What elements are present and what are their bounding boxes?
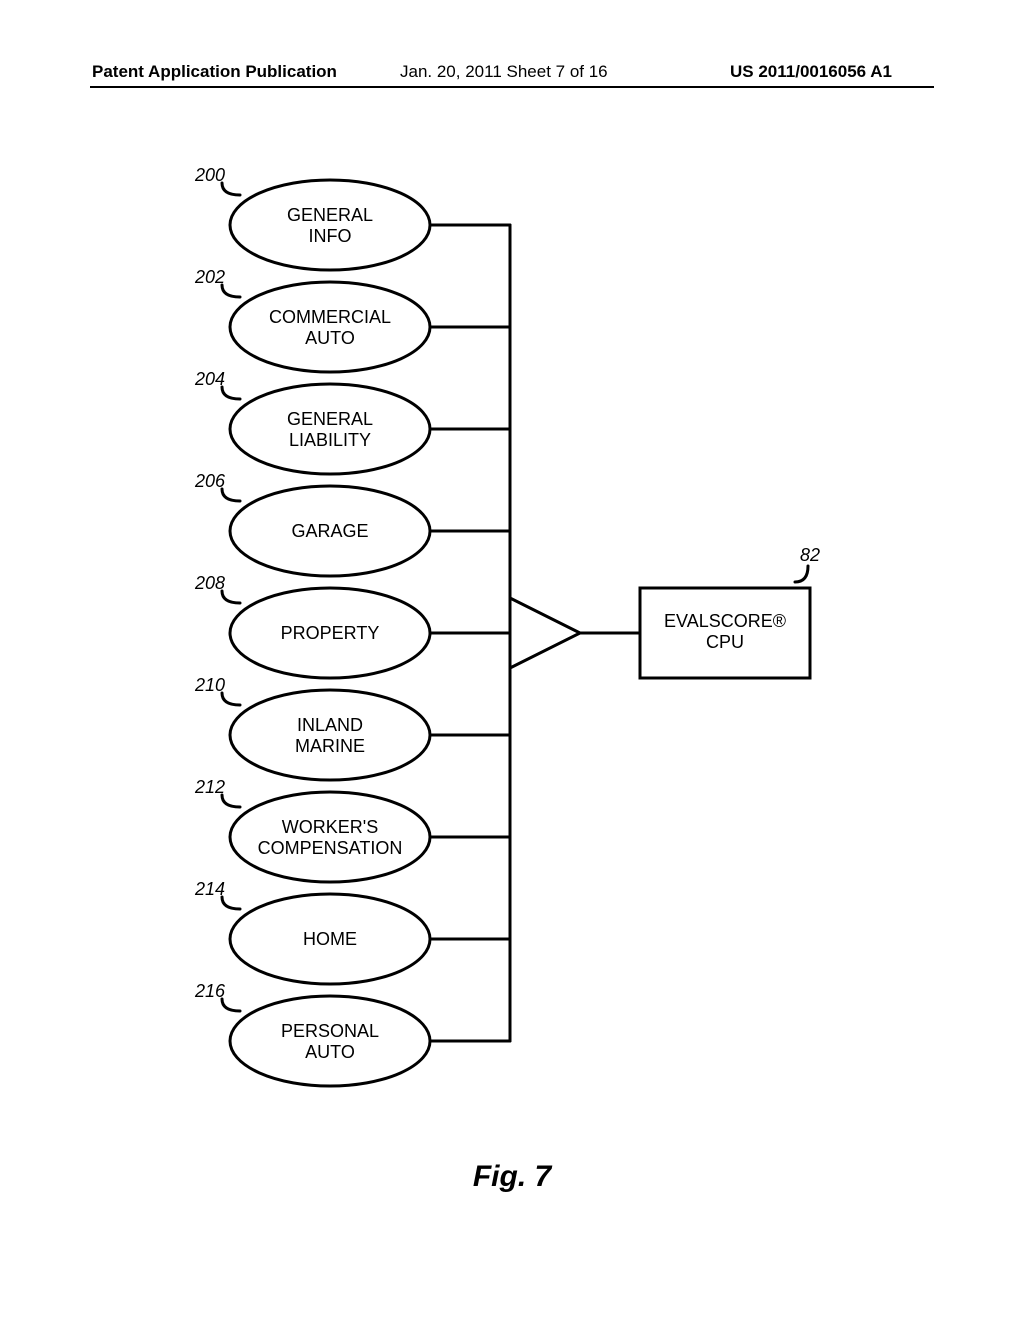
ref-label: 204	[195, 369, 225, 390]
cpu-box-label: EVALSCORE®CPU	[640, 611, 810, 653]
ref-label: 208	[195, 573, 225, 594]
figure-caption: Fig. 7	[0, 1160, 1024, 1194]
ref-label: 216	[195, 981, 225, 1002]
ref-label: 82	[800, 545, 820, 566]
ref-label: 212	[195, 777, 225, 798]
page: Patent Application Publication Jan. 20, …	[0, 0, 1024, 1320]
diagram-svg	[0, 0, 1024, 1320]
ref-label: 200	[195, 165, 225, 186]
ref-label: 206	[195, 471, 225, 492]
ref-label: 202	[195, 267, 225, 288]
ref-label: 210	[195, 675, 225, 696]
ref-label: 214	[195, 879, 225, 900]
